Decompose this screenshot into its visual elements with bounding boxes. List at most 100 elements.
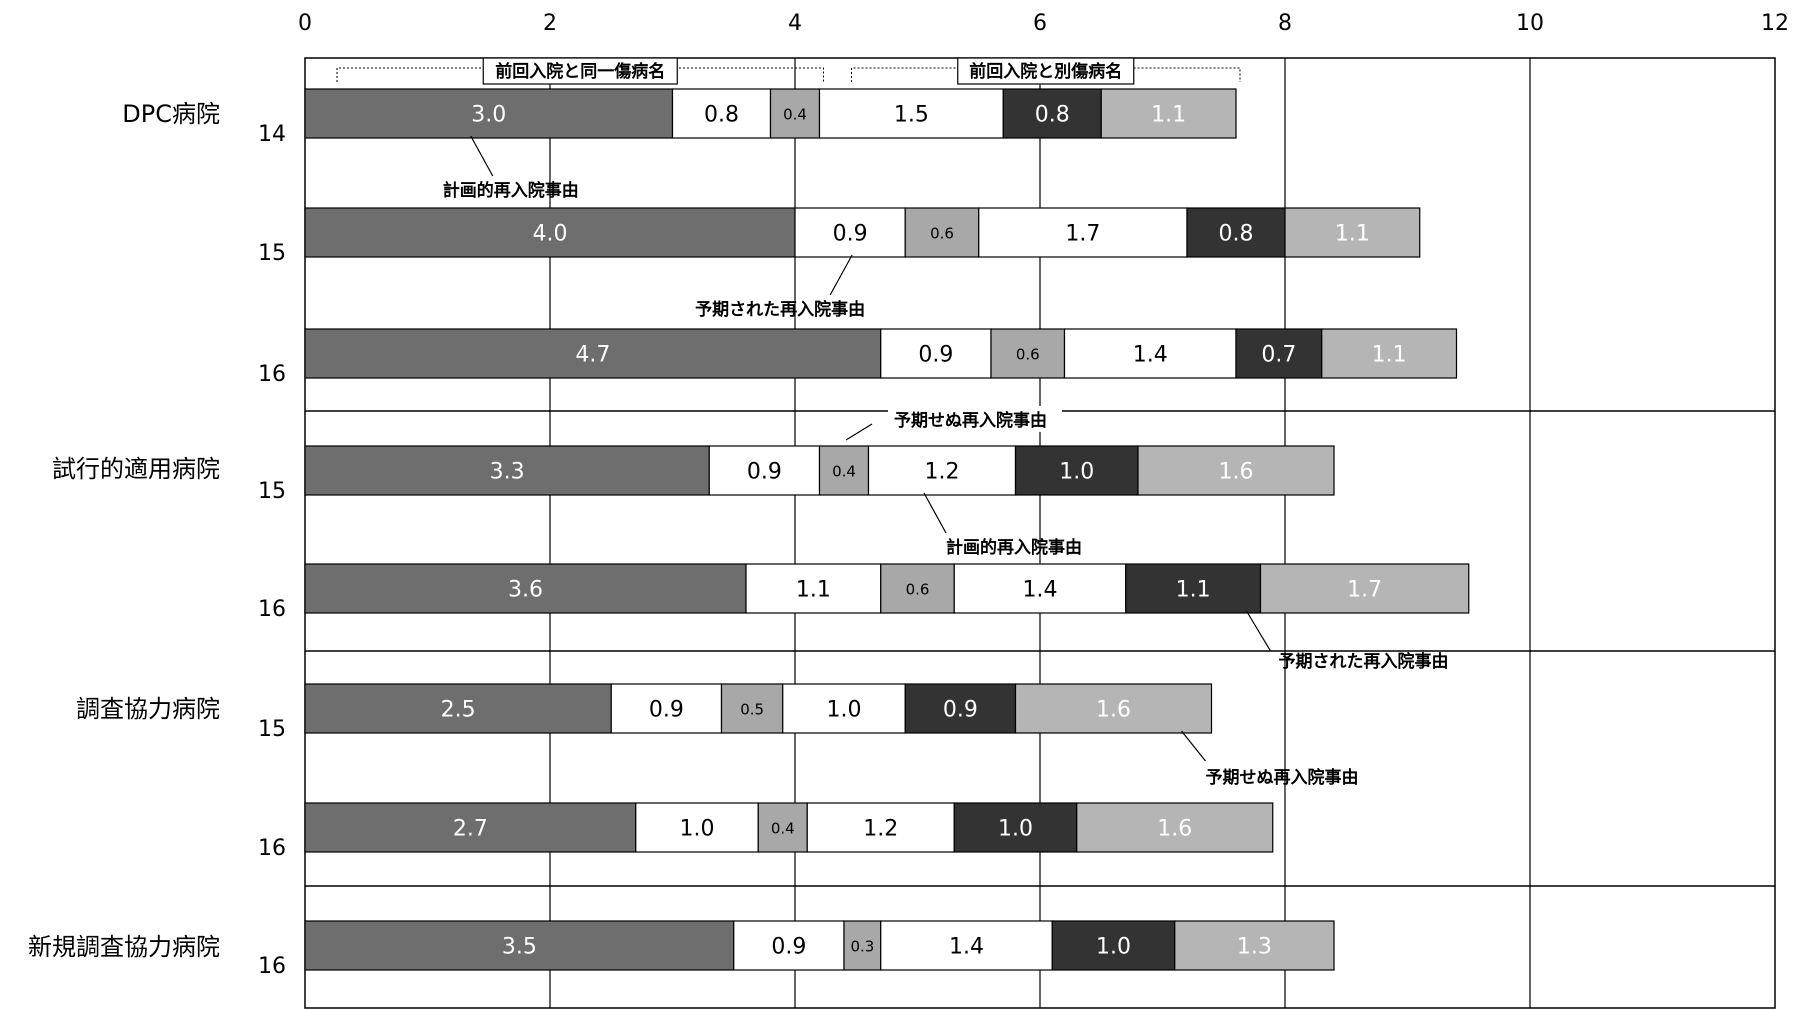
bar-segment [720, 683, 784, 734]
group-label: 調査協力病院 [76, 695, 220, 723]
data-label: 0.7 [1261, 343, 1296, 368]
data-label: 1.6 [1096, 698, 1131, 723]
data-label: 1.1 [1372, 343, 1407, 368]
data-label: 1.7 [1347, 578, 1382, 603]
data-label: 0.8 [1219, 222, 1254, 247]
data-label: 3.5 [502, 935, 537, 960]
bar-segment [990, 328, 1066, 379]
data-label: 1.1 [1176, 578, 1211, 603]
bar-segment [1174, 920, 1335, 971]
bar-segment [1321, 328, 1458, 379]
x-tick-label: 6 [1033, 11, 1047, 36]
bar-segment [304, 683, 612, 734]
data-label: 0.6 [1016, 346, 1040, 364]
annotation-box [482, 57, 678, 85]
year-label: 16 [258, 954, 286, 979]
data-label: 1.4 [1133, 343, 1168, 368]
bar-segment [304, 563, 747, 614]
data-label: 0.9 [918, 343, 953, 368]
data-label: 0.8 [1035, 103, 1070, 128]
data-label: 1.1 [1335, 222, 1370, 247]
data-label: 1.6 [1219, 460, 1254, 485]
bar-segment [818, 445, 870, 496]
data-label: 0.8 [704, 103, 739, 128]
annotation-label: 前回入院と別傷病名 [969, 61, 1122, 82]
annotation-leader [1181, 730, 1206, 762]
x-tick-label: 10 [1516, 11, 1544, 36]
bar-segment [304, 328, 882, 379]
bar-segment [1259, 563, 1470, 614]
x-tick-label: 12 [1761, 11, 1789, 36]
data-label: 0.9 [771, 935, 806, 960]
bar-segment [1076, 802, 1274, 853]
x-tick-label: 0 [298, 11, 312, 36]
annotation-leader [845, 423, 873, 441]
data-label: 0.9 [747, 460, 782, 485]
data-label: 1.0 [827, 698, 862, 723]
bar-segment [304, 88, 674, 139]
bar-segment [304, 802, 637, 853]
x-tick-label: 2 [543, 11, 557, 36]
bar-segment [304, 920, 735, 971]
data-label: 1.0 [1096, 935, 1131, 960]
data-label: 0.9 [833, 222, 868, 247]
bar-segment [953, 802, 1078, 853]
data-label: 4.0 [533, 222, 568, 247]
data-label: 3.0 [471, 103, 506, 128]
bar-segment [1284, 207, 1421, 258]
data-label: 0.9 [649, 698, 684, 723]
data-label: 0.6 [930, 225, 954, 243]
data-label: 1.5 [894, 103, 929, 128]
data-label: 1.4 [949, 935, 984, 960]
x-tick-label: 8 [1278, 11, 1292, 36]
bar-segment [1137, 445, 1335, 496]
bar-segment [304, 445, 710, 496]
annotation-label: 計画的再入院事由 [946, 537, 1082, 558]
data-label: 0.6 [906, 581, 930, 599]
bar-segment [1014, 445, 1139, 496]
data-label: 1.6 [1157, 817, 1192, 842]
data-label: 1.0 [680, 817, 715, 842]
bar-segment [671, 88, 772, 139]
bar-segment [1235, 328, 1323, 379]
group-label: DPC病院 [122, 100, 220, 128]
bar-segment [880, 328, 992, 379]
data-label: 1.2 [925, 460, 960, 485]
group-label: 新規調査協力病院 [28, 933, 220, 961]
data-label: 0.4 [771, 820, 795, 838]
bar-segment [978, 207, 1188, 258]
bar-segment [880, 920, 1053, 971]
data-label: 1.0 [1059, 460, 1094, 485]
data-label: 0.9 [943, 698, 978, 723]
group-label: 試行的適用病院 [52, 455, 220, 483]
bar-segment [635, 802, 759, 853]
year-label: 16 [258, 597, 286, 622]
data-label: 0.3 [850, 938, 874, 956]
year-label: 16 [258, 836, 286, 861]
bar-segment [1014, 683, 1213, 734]
bar-segment [880, 563, 955, 614]
bar-segment [843, 920, 882, 971]
data-label: 3.3 [490, 460, 525, 485]
annotation-label: 予期せぬ再入院事由 [894, 410, 1047, 431]
data-label: 2.5 [441, 698, 476, 723]
data-label: 1.2 [863, 817, 898, 842]
year-label: 15 [258, 479, 286, 504]
annotation-label: 前回入院と同一傷病名 [495, 61, 665, 82]
bar-segment [1100, 88, 1237, 139]
data-label: 0.4 [783, 106, 807, 124]
annotation-label: 予期された再入院事由 [695, 299, 865, 320]
year-label: 14 [258, 122, 286, 147]
annotation-label: 予期せぬ再入院事由 [1206, 767, 1359, 788]
data-label: 1.0 [998, 817, 1033, 842]
year-label: 15 [258, 717, 286, 742]
bar-segment [1002, 88, 1102, 139]
bar-segment [782, 683, 906, 734]
data-label: 3.6 [508, 578, 543, 603]
data-label: 1.1 [1151, 103, 1186, 128]
bar-segment [1051, 920, 1176, 971]
bar-segment [1063, 328, 1237, 379]
data-label: 2.7 [453, 817, 488, 842]
annotation-box [957, 57, 1135, 85]
year-label: 15 [258, 241, 286, 266]
